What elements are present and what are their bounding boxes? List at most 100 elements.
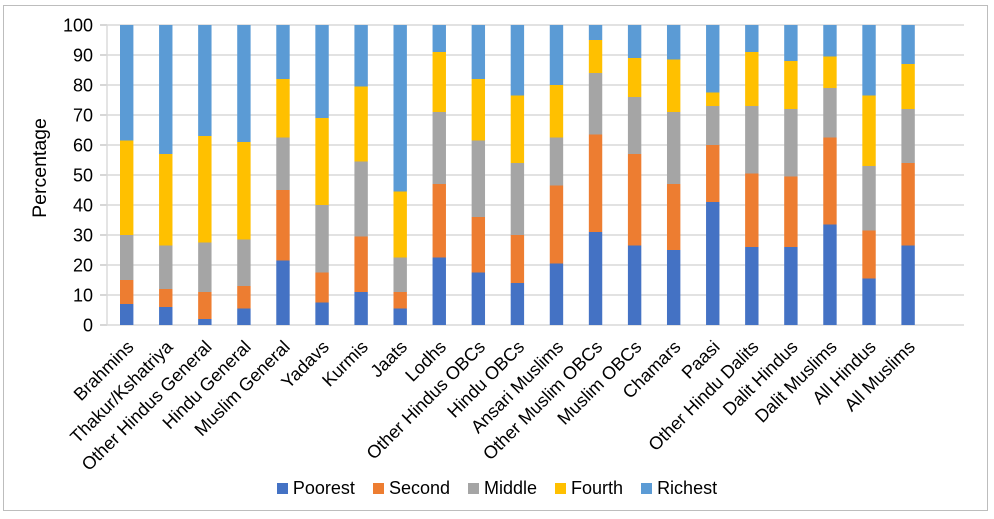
bar-3 <box>198 25 212 325</box>
bar-segment-fourth <box>784 61 798 109</box>
bar-segment-richest <box>354 25 368 87</box>
chart-legend: Poorest Second Middle Fourth Richest <box>0 477 994 499</box>
y-tick-label: 50 <box>73 166 93 186</box>
legend-label: Fourth <box>571 478 624 498</box>
bar-segment-richest <box>198 25 212 136</box>
bar-segment-richest <box>588 25 603 40</box>
legend-item-poorest: Poorest <box>276 477 355 499</box>
bar-segment-middle <box>198 242 212 292</box>
bar-segment-second <box>706 145 720 202</box>
legend-item-second: Second <box>372 477 450 499</box>
bar-segment-richest <box>159 25 173 154</box>
bar-segment-fourth <box>706 92 720 106</box>
bar-segment-poorest <box>745 247 759 325</box>
bar-segment-poorest <box>901 245 915 325</box>
bar-17 <box>745 25 759 325</box>
y-tick-label: 30 <box>73 226 93 246</box>
legend-label: Richest <box>657 478 718 498</box>
bar-segment-fourth <box>354 86 368 162</box>
bar-segment-second <box>471 217 486 273</box>
y-tick-label: 90 <box>73 46 93 66</box>
bar-segment-second <box>237 286 251 309</box>
bar-20 <box>862 25 876 325</box>
bar-segment-second <box>666 184 681 250</box>
y-tick-label: 20 <box>73 256 93 276</box>
y-tick-label: 70 <box>73 106 93 126</box>
y-tick-label: 60 <box>73 136 93 156</box>
bar-12 <box>549 25 564 325</box>
bar-segment-fourth <box>862 95 876 166</box>
bar-segment-second <box>393 292 407 309</box>
bar-segment-middle <box>627 97 642 154</box>
bar-segment-richest <box>784 25 798 61</box>
bar-segment-second <box>549 185 564 264</box>
y-tick-label: 100 <box>63 16 93 36</box>
bar-segment-fourth <box>315 118 329 205</box>
bar-segment-fourth <box>510 95 525 163</box>
bar-segment-middle <box>471 140 486 217</box>
bar-segment-poorest <box>276 260 290 325</box>
bar-segment-poorest <box>666 250 681 325</box>
y-tick-label: 10 <box>73 286 93 306</box>
bar-segment-richest <box>432 25 446 52</box>
legend-item-middle: Middle <box>468 477 537 499</box>
bar-segment-second <box>510 235 525 283</box>
bar-segment-fourth <box>471 79 486 141</box>
bar-segment-fourth <box>393 191 407 258</box>
bar-segment-richest <box>237 25 251 142</box>
bar-segment-middle <box>432 112 446 184</box>
bar-segment-poorest <box>315 302 329 325</box>
bar-segment-middle <box>666 112 681 184</box>
bar-segment-richest <box>276 25 290 79</box>
bar-segment-poorest <box>471 272 486 325</box>
bar-segment-richest <box>393 25 407 192</box>
bar-segment-second <box>901 163 915 246</box>
y-axis-title: Percentage <box>29 118 51 218</box>
bar-segment-poorest <box>432 257 446 325</box>
bar-segment-second <box>588 134 603 232</box>
bar-segment-richest <box>823 25 837 57</box>
bar-segment-poorest <box>393 308 407 325</box>
bar-segment-second <box>120 280 134 304</box>
bar-segment-richest <box>706 25 720 93</box>
bar-segment-middle <box>510 163 525 235</box>
bar-segment-fourth <box>901 64 915 109</box>
legend-swatch-icon <box>372 482 384 494</box>
bar-segment-poorest <box>120 304 134 325</box>
bar-6 <box>315 25 329 325</box>
bar-segment-poorest <box>237 308 251 325</box>
legend-label: Middle <box>484 478 538 498</box>
bar-15 <box>666 25 681 325</box>
bar-14 <box>627 25 642 325</box>
bar-segment-fourth <box>237 142 251 240</box>
bar-11 <box>510 25 525 325</box>
bar-segment-richest <box>120 25 134 141</box>
bar-segment-richest <box>549 25 564 85</box>
bar-7 <box>354 25 368 325</box>
bars-layer <box>120 25 915 325</box>
bar-1 <box>120 25 134 325</box>
bar-segment-richest <box>315 25 329 118</box>
bar-segment-middle <box>706 106 720 145</box>
bar-10 <box>471 25 486 325</box>
legend-swatch-icon <box>641 482 653 494</box>
y-tick-label: 40 <box>73 196 93 216</box>
y-tick-label: 0 <box>83 316 93 336</box>
bar-segment-middle <box>901 109 915 163</box>
bar-segment-middle <box>276 137 290 190</box>
bar-segment-second <box>784 176 798 247</box>
bar-segment-second <box>159 289 173 307</box>
bar-segment-richest <box>627 25 642 58</box>
bar-segment-middle <box>588 73 603 135</box>
bar-segment-middle <box>549 137 564 186</box>
bar-segment-poorest <box>627 245 642 325</box>
bar-segment-poorest <box>159 307 173 325</box>
bar-segment-middle <box>159 245 173 289</box>
bar-segment-middle <box>120 235 134 280</box>
bar-segment-second <box>276 190 290 261</box>
bar-segment-fourth <box>549 85 564 138</box>
bar-segment-middle <box>315 205 329 273</box>
bar-segment-middle <box>354 161 368 237</box>
